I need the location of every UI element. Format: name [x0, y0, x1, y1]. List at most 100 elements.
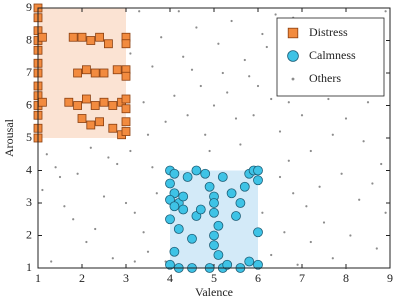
- y-axis-label: Arousal: [2, 118, 16, 157]
- x-tick-label: 2: [79, 271, 85, 285]
- point: [151, 166, 154, 169]
- point: [72, 218, 75, 221]
- point: [213, 250, 224, 260]
- point: [173, 224, 184, 234]
- point: [344, 117, 348, 120]
- point: [94, 227, 97, 231]
- point: [182, 55, 185, 58]
- point: [209, 198, 219, 208]
- point: [99, 68, 109, 78]
- point: [124, 201, 128, 205]
- point: [366, 101, 370, 104]
- point: [121, 117, 131, 127]
- point: [261, 211, 264, 214]
- point: [209, 240, 219, 251]
- point: [111, 257, 114, 260]
- point: [38, 32, 47, 42]
- point: [73, 101, 82, 110]
- point: [178, 204, 189, 215]
- point: [309, 149, 312, 153]
- point: [77, 32, 87, 42]
- point: [358, 198, 361, 201]
- point: [200, 168, 211, 179]
- point: [204, 133, 207, 136]
- point: [95, 117, 104, 127]
- point: [384, 211, 387, 214]
- point: [177, 10, 180, 13]
- point: [278, 130, 282, 133]
- point: [112, 65, 122, 75]
- point: [287, 101, 290, 104]
- point: [121, 71, 131, 81]
- point: [296, 263, 299, 266]
- point: [244, 256, 255, 267]
- point: [261, 32, 264, 36]
- point: [90, 68, 100, 78]
- point: [121, 39, 131, 49]
- point: [41, 188, 44, 192]
- point: [322, 221, 326, 224]
- point: [375, 247, 378, 250]
- point: [226, 188, 237, 199]
- point: [204, 181, 215, 192]
- point: [253, 165, 263, 176]
- point: [331, 257, 334, 260]
- x-tick-label: 7: [299, 271, 305, 285]
- legend-marker: [291, 77, 295, 81]
- point: [309, 240, 312, 244]
- point: [160, 36, 163, 39]
- point: [265, 45, 268, 49]
- point: [349, 234, 352, 237]
- point: [146, 133, 150, 136]
- point: [292, 192, 295, 195]
- point: [95, 32, 104, 42]
- point: [76, 172, 79, 175]
- y-tick-label: 6: [26, 97, 32, 111]
- point: [362, 140, 365, 143]
- point: [231, 211, 241, 221]
- point: [85, 240, 88, 244]
- point: [283, 231, 286, 234]
- plot-frame: [37, 7, 391, 269]
- point: [63, 205, 66, 208]
- point: [209, 207, 219, 218]
- point: [169, 201, 180, 212]
- point: [50, 260, 53, 263]
- point: [213, 220, 224, 231]
- point: [221, 71, 224, 75]
- point: [155, 192, 158, 195]
- point: [116, 162, 119, 166]
- x-tick-label: 1: [35, 271, 41, 285]
- point: [165, 214, 175, 225]
- point: [82, 65, 91, 75]
- point: [121, 94, 131, 104]
- point: [331, 133, 334, 136]
- y-tick-label: 2: [26, 227, 32, 241]
- point: [151, 65, 154, 68]
- point: [77, 114, 87, 123]
- point: [253, 175, 263, 186]
- point: [270, 253, 273, 257]
- x-tick-label: 4: [167, 271, 173, 285]
- point: [239, 143, 242, 146]
- legend-label: Calmness: [309, 48, 356, 62]
- x-axis-label: Valence: [195, 285, 233, 299]
- point: [186, 114, 189, 117]
- point: [68, 32, 78, 42]
- point: [45, 153, 48, 156]
- point: [195, 26, 198, 29]
- legend-marker: [287, 27, 299, 39]
- point: [380, 162, 383, 166]
- point: [239, 181, 250, 192]
- y-tick-label: 5: [26, 130, 32, 144]
- point: [209, 230, 219, 241]
- point: [86, 120, 96, 130]
- point: [121, 127, 131, 136]
- point: [384, 10, 387, 13]
- point: [182, 172, 193, 182]
- point: [142, 101, 145, 104]
- point: [195, 204, 206, 215]
- point: [165, 178, 175, 189]
- point: [138, 10, 141, 13]
